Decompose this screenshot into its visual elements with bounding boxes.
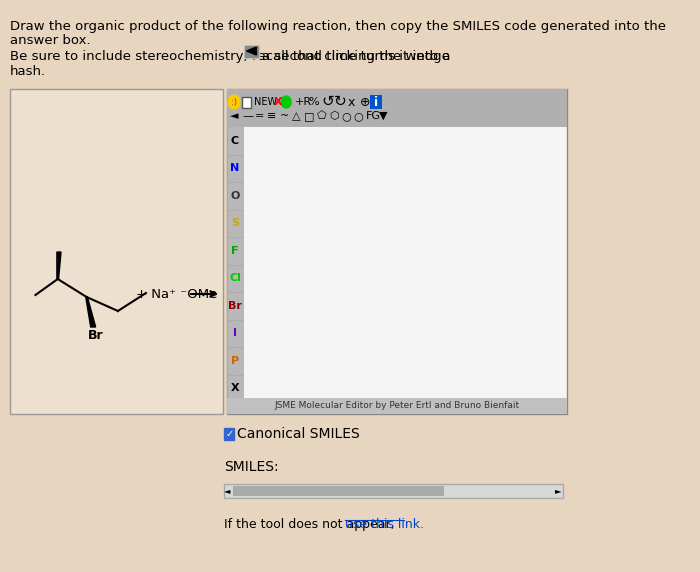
Bar xyxy=(227,154,243,182)
Text: +R: +R xyxy=(295,97,312,107)
Text: Draw the organic product of the following reaction, then copy the SMILES code ge: Draw the organic product of the followin… xyxy=(10,20,666,33)
Circle shape xyxy=(281,96,291,108)
Text: Cl: Cl xyxy=(229,273,241,283)
Text: use this link.: use this link. xyxy=(345,518,424,531)
Bar xyxy=(227,89,567,127)
Text: △: △ xyxy=(292,111,300,121)
Text: X: X xyxy=(231,383,239,394)
Bar xyxy=(227,264,243,292)
Text: ⊕: ⊕ xyxy=(360,96,370,109)
Text: S: S xyxy=(231,219,239,228)
Text: ◄: ◄ xyxy=(224,487,231,495)
Text: ⬡: ⬡ xyxy=(329,111,339,121)
Bar xyxy=(227,182,243,209)
Text: O: O xyxy=(230,190,239,201)
Text: ↺: ↺ xyxy=(321,93,335,109)
Bar xyxy=(227,398,567,414)
Text: NEW: NEW xyxy=(254,97,277,107)
Text: Be sure to include stereochemistry; recall that clicking the wedge: Be sure to include stereochemistry; reca… xyxy=(10,50,450,63)
Bar xyxy=(245,46,258,57)
Text: I: I xyxy=(233,328,237,338)
Text: If the tool does not appear,: If the tool does not appear, xyxy=(224,518,399,531)
Bar xyxy=(227,375,243,402)
Text: %: % xyxy=(309,97,319,107)
Text: answer box.: answer box. xyxy=(10,34,90,47)
Text: ≡: ≡ xyxy=(267,111,276,121)
Polygon shape xyxy=(246,47,256,55)
Text: Br: Br xyxy=(228,301,242,311)
Text: + Na⁺ ⁻OMe: + Na⁺ ⁻OMe xyxy=(136,288,218,300)
Text: X: X xyxy=(274,97,282,107)
Bar xyxy=(227,89,567,414)
Text: C: C xyxy=(231,136,239,146)
Text: JSME Molecular Editor by Peter Ertl and Bruno Bienfait: JSME Molecular Editor by Peter Ertl and … xyxy=(274,402,519,411)
Bar xyxy=(227,127,243,154)
Text: F: F xyxy=(231,246,239,256)
Text: x: x xyxy=(348,96,356,109)
Text: P: P xyxy=(231,356,239,366)
Text: Canonical SMILES: Canonical SMILES xyxy=(237,427,360,441)
Bar xyxy=(232,486,444,496)
Bar xyxy=(370,95,382,109)
Text: ~: ~ xyxy=(279,111,289,121)
Text: ○: ○ xyxy=(354,111,363,121)
Text: ▼: ▼ xyxy=(379,111,387,121)
Text: FG: FG xyxy=(366,111,381,121)
Text: ►: ► xyxy=(555,487,561,495)
Bar xyxy=(224,484,564,498)
Text: :): :) xyxy=(231,97,237,106)
Text: SMILES:: SMILES: xyxy=(224,460,279,474)
Bar xyxy=(244,45,259,58)
Text: ✓: ✓ xyxy=(225,429,233,439)
Circle shape xyxy=(228,95,240,109)
Bar xyxy=(224,428,234,440)
Text: —: — xyxy=(242,111,253,121)
Bar xyxy=(227,320,243,347)
Bar xyxy=(10,89,223,414)
Polygon shape xyxy=(86,297,96,327)
Text: N: N xyxy=(230,163,239,173)
Bar xyxy=(227,292,243,320)
Text: ○: ○ xyxy=(342,111,351,121)
Bar xyxy=(227,347,243,375)
Bar xyxy=(227,209,243,237)
Polygon shape xyxy=(57,252,61,279)
Text: =: = xyxy=(255,111,264,121)
Bar xyxy=(242,97,251,108)
Text: a second time turns it into a: a second time turns it into a xyxy=(262,50,451,63)
Text: ◄: ◄ xyxy=(230,111,239,121)
Text: i: i xyxy=(374,96,378,109)
Text: Br: Br xyxy=(88,329,103,342)
Text: ↻: ↻ xyxy=(334,93,346,109)
Text: ⬠: ⬠ xyxy=(316,111,326,121)
Text: hash.: hash. xyxy=(10,65,46,78)
Text: □: □ xyxy=(304,111,315,121)
Bar xyxy=(227,237,243,264)
